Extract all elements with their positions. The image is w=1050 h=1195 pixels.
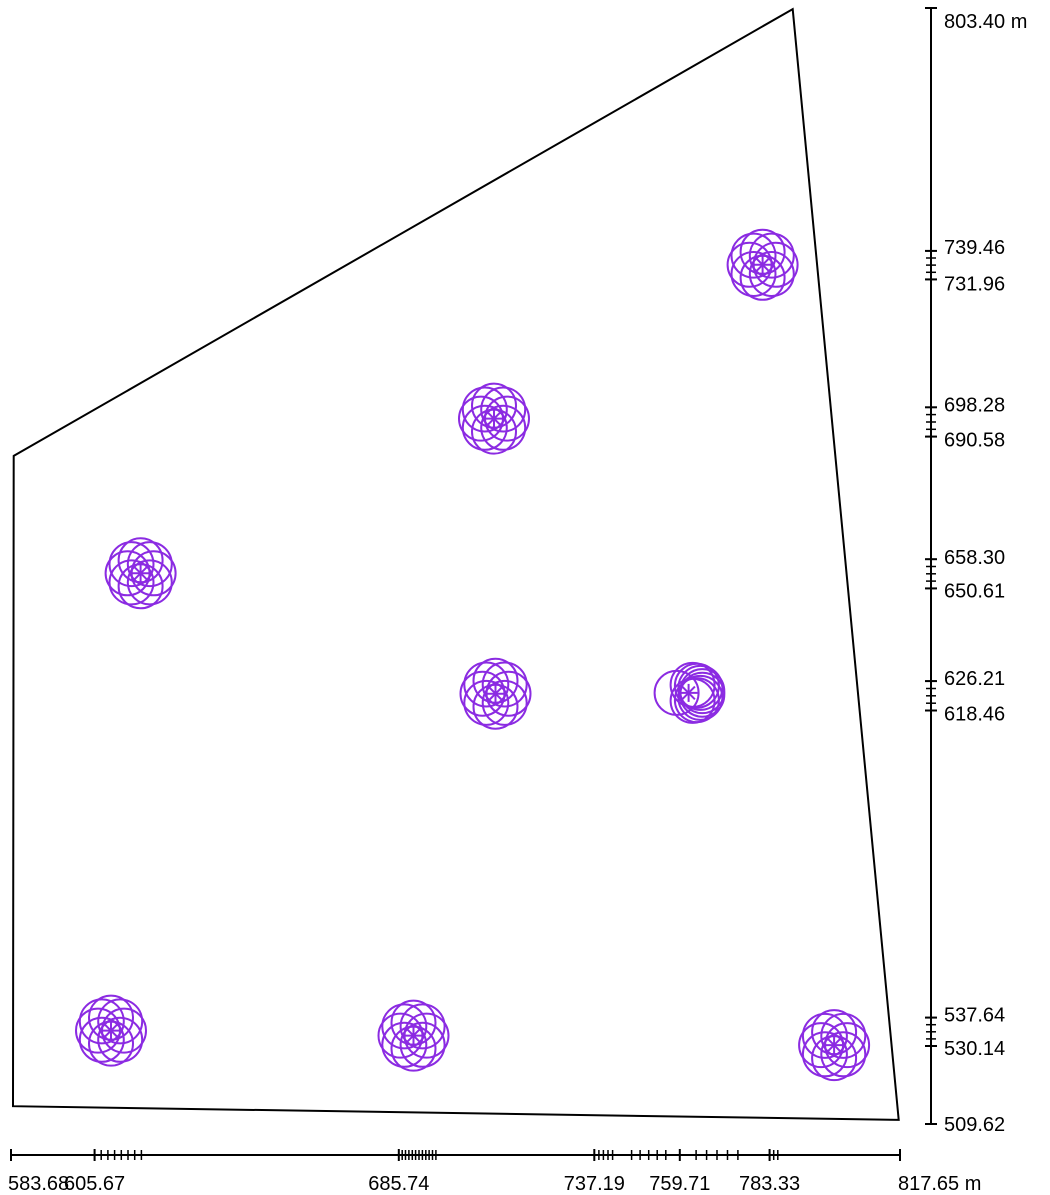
tree-symbol xyxy=(75,994,147,1067)
x-tick-label: 817.65 m xyxy=(898,1173,981,1195)
x-tick-label: 783.33 xyxy=(739,1173,800,1195)
y-tick-label: 626.21 xyxy=(944,668,1005,690)
x-tick-label: 583.68 xyxy=(8,1173,69,1195)
y-tick-label: 658.30 xyxy=(944,547,1005,569)
tree-symbol xyxy=(458,382,530,455)
y-tick-label: 537.64 xyxy=(944,1005,1005,1027)
y-tick-label: 698.28 xyxy=(944,394,1005,416)
y-tick-label: 650.61 xyxy=(944,580,1005,602)
site-boundary xyxy=(11,7,900,1121)
tree-symbol xyxy=(377,999,450,1072)
y-tick-label: 530.14 xyxy=(944,1038,1005,1060)
x-tick-label: 737.19 xyxy=(564,1173,625,1195)
tree-symbol xyxy=(798,1009,871,1082)
tree-symbol xyxy=(459,657,532,730)
tree-symbol xyxy=(104,537,177,610)
y-tick-label: 739.46 xyxy=(944,237,1005,259)
tree-symbol xyxy=(653,661,726,724)
x-tick-label: 685.74 xyxy=(368,1173,429,1195)
tree-symbols xyxy=(75,228,871,1082)
y-tick-label: 509.62 xyxy=(944,1114,1005,1136)
y-tick-label: 618.46 xyxy=(944,704,1005,726)
y-axis-ruler: 803.40 m 739.46 731.96 698.28 690.58 658.30 65… xyxy=(925,7,1027,1136)
x-tick-label: 759.71 xyxy=(649,1173,710,1195)
tree-symbol xyxy=(726,228,799,301)
x-tick-label: 605.67 xyxy=(64,1173,125,1195)
y-tick-label: 690.58 xyxy=(944,430,1005,452)
y-tick-label: 803.40 m xyxy=(944,11,1027,33)
y-tick-label: 731.96 xyxy=(944,273,1005,295)
